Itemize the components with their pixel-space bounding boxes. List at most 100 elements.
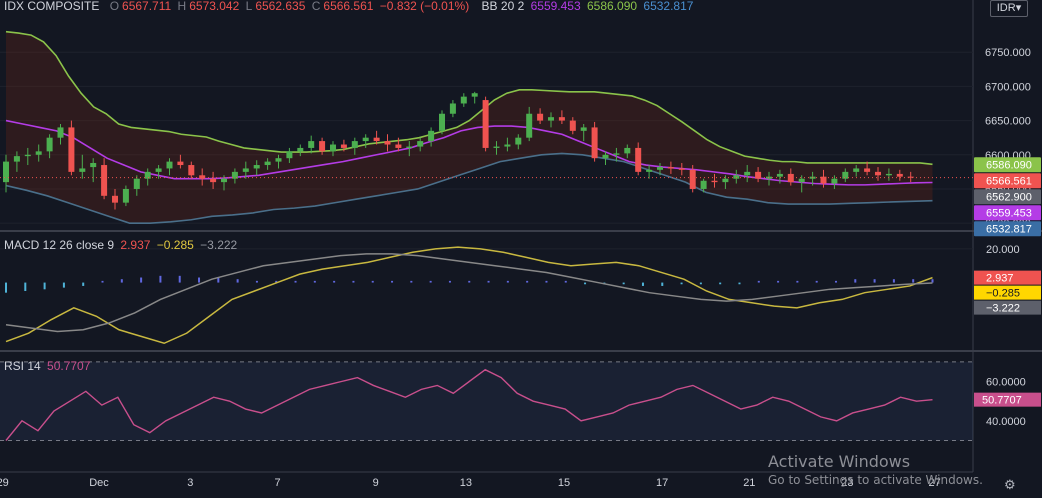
rsi-value-badge — [974, 392, 1041, 407]
candle-body — [798, 178, 805, 183]
candle-body — [853, 168, 860, 172]
candle-body — [275, 158, 282, 162]
candle-body — [504, 144, 511, 147]
price-badge — [974, 173, 1041, 189]
price-tick-label: 6750.000 — [985, 47, 1031, 59]
gear-icon: ⚙ — [1004, 477, 1016, 492]
candle-body — [13, 156, 20, 162]
macd-value-badge-label: −3.222 — [986, 303, 1020, 315]
low-label: L — [245, 0, 253, 13]
candle-body — [635, 147, 642, 172]
candle-body — [177, 161, 184, 166]
candle-body — [831, 178, 838, 184]
candle-body — [733, 175, 740, 179]
open-label: O — [109, 0, 120, 13]
macd-value-badge — [974, 270, 1041, 285]
macd-value: 2.937 — [120, 238, 151, 252]
candle-body — [711, 180, 718, 183]
time-tick-label: Dec — [89, 477, 109, 489]
close-value: 6566.561 — [323, 0, 374, 13]
candle-body — [79, 168, 86, 172]
bb-upper-value: 6586.090 — [587, 0, 638, 13]
candle-body — [384, 141, 391, 145]
time-tick-label: 29 — [0, 477, 9, 489]
candle-body — [24, 154, 31, 157]
candle-body — [591, 127, 598, 159]
macd-value-badge — [974, 300, 1041, 315]
rsi-band-fill — [0, 361, 973, 441]
candle-body — [231, 171, 238, 179]
bb-middle-line — [5, 119, 933, 186]
candle-body — [319, 141, 326, 152]
macd-histogram-bar — [410, 280, 413, 283]
low-value: 6562.635 — [255, 0, 306, 13]
candle-body — [297, 147, 304, 152]
candle-body — [417, 141, 424, 147]
candle-body — [373, 137, 380, 142]
candle-body — [515, 137, 522, 145]
macd-histogram-bar — [757, 280, 760, 283]
macd-histogram-bar — [468, 280, 471, 283]
candle-body — [253, 165, 260, 169]
macd-histogram-bar — [255, 280, 258, 283]
time-tick-label: 21 — [743, 477, 755, 489]
macd-histogram-bar — [738, 282, 741, 285]
rsi-line — [5, 368, 933, 441]
macd-histogram-bar — [796, 280, 799, 283]
macd-histogram-bar — [294, 280, 297, 283]
candle-body — [122, 188, 129, 203]
candle-body — [362, 137, 369, 142]
main-legend: IDX COMPOSITE O 6567.711 H 6573.042 L 6562.… — [4, 0, 696, 13]
macd-histogram-bar — [198, 277, 201, 283]
rsi-tick-label: 60.0000 — [986, 377, 1026, 389]
open-value: 6567.711 — [122, 0, 172, 13]
candle-body — [242, 168, 249, 172]
macd-value-badge — [974, 285, 1041, 300]
candle-body — [580, 127, 587, 131]
watermark-subtitle: Go to Settings to activate Windows. — [768, 473, 983, 487]
macd-histogram-bar — [429, 280, 432, 283]
candle-body — [482, 100, 489, 148]
time-tick-label: 13 — [460, 477, 472, 489]
candle-body — [842, 171, 849, 179]
macd-label[interactable]: MACD 12 26 close 9 — [4, 238, 115, 252]
price-badge-label: 6532.817 — [986, 223, 1032, 235]
macd-histogram-bar — [236, 279, 239, 283]
macd-legend: MACD 12 26 close 9 2.937 −0.285 −3.222 — [4, 238, 240, 252]
price-badge-label: 6566.561 — [986, 175, 1032, 187]
time-tick-label: 17 — [656, 477, 668, 489]
macd-histogram-bar — [873, 279, 876, 283]
bb-label[interactable]: BB 20 2 — [481, 0, 525, 13]
candle-body — [330, 144, 336, 152]
high-label: H — [177, 0, 187, 13]
macd-histogram-bar — [43, 282, 46, 290]
candle-body — [144, 171, 151, 179]
high-value: 6573.042 — [189, 0, 240, 13]
candle-body — [537, 113, 544, 121]
macd-tick-label: 20.000 — [986, 244, 1020, 256]
candle-body — [46, 137, 53, 152]
signal-line — [5, 253, 933, 333]
candle-body — [428, 130, 435, 142]
rsi-value-badge-label: 50.7707 — [982, 395, 1022, 407]
candle-body — [602, 154, 609, 159]
candle-body — [449, 103, 456, 114]
symbol-name[interactable]: IDX COMPOSITE — [4, 0, 100, 13]
currency-selector[interactable]: IDR▾ — [990, 0, 1028, 17]
macd-histogram-bar — [661, 282, 664, 286]
macd-value-badge-label: 2.937 — [986, 273, 1014, 285]
rsi-legend: RSI 14 50.7707 — [4, 359, 93, 373]
time-tick-label: 3 — [187, 477, 193, 489]
macd-histogram-bar — [564, 280, 567, 283]
rsi-label[interactable]: RSI 14 — [4, 359, 41, 373]
macd-histogram-bar — [719, 282, 722, 285]
macd-histogram-bar — [159, 275, 162, 283]
macd-histogram-bar — [699, 282, 702, 285]
macd-histogram-bar — [854, 279, 857, 283]
candle-body — [133, 178, 140, 189]
macd-histogram-bar — [120, 279, 123, 283]
candle-body — [308, 141, 315, 148]
candle-body — [689, 169, 696, 189]
candle-body — [700, 180, 707, 189]
